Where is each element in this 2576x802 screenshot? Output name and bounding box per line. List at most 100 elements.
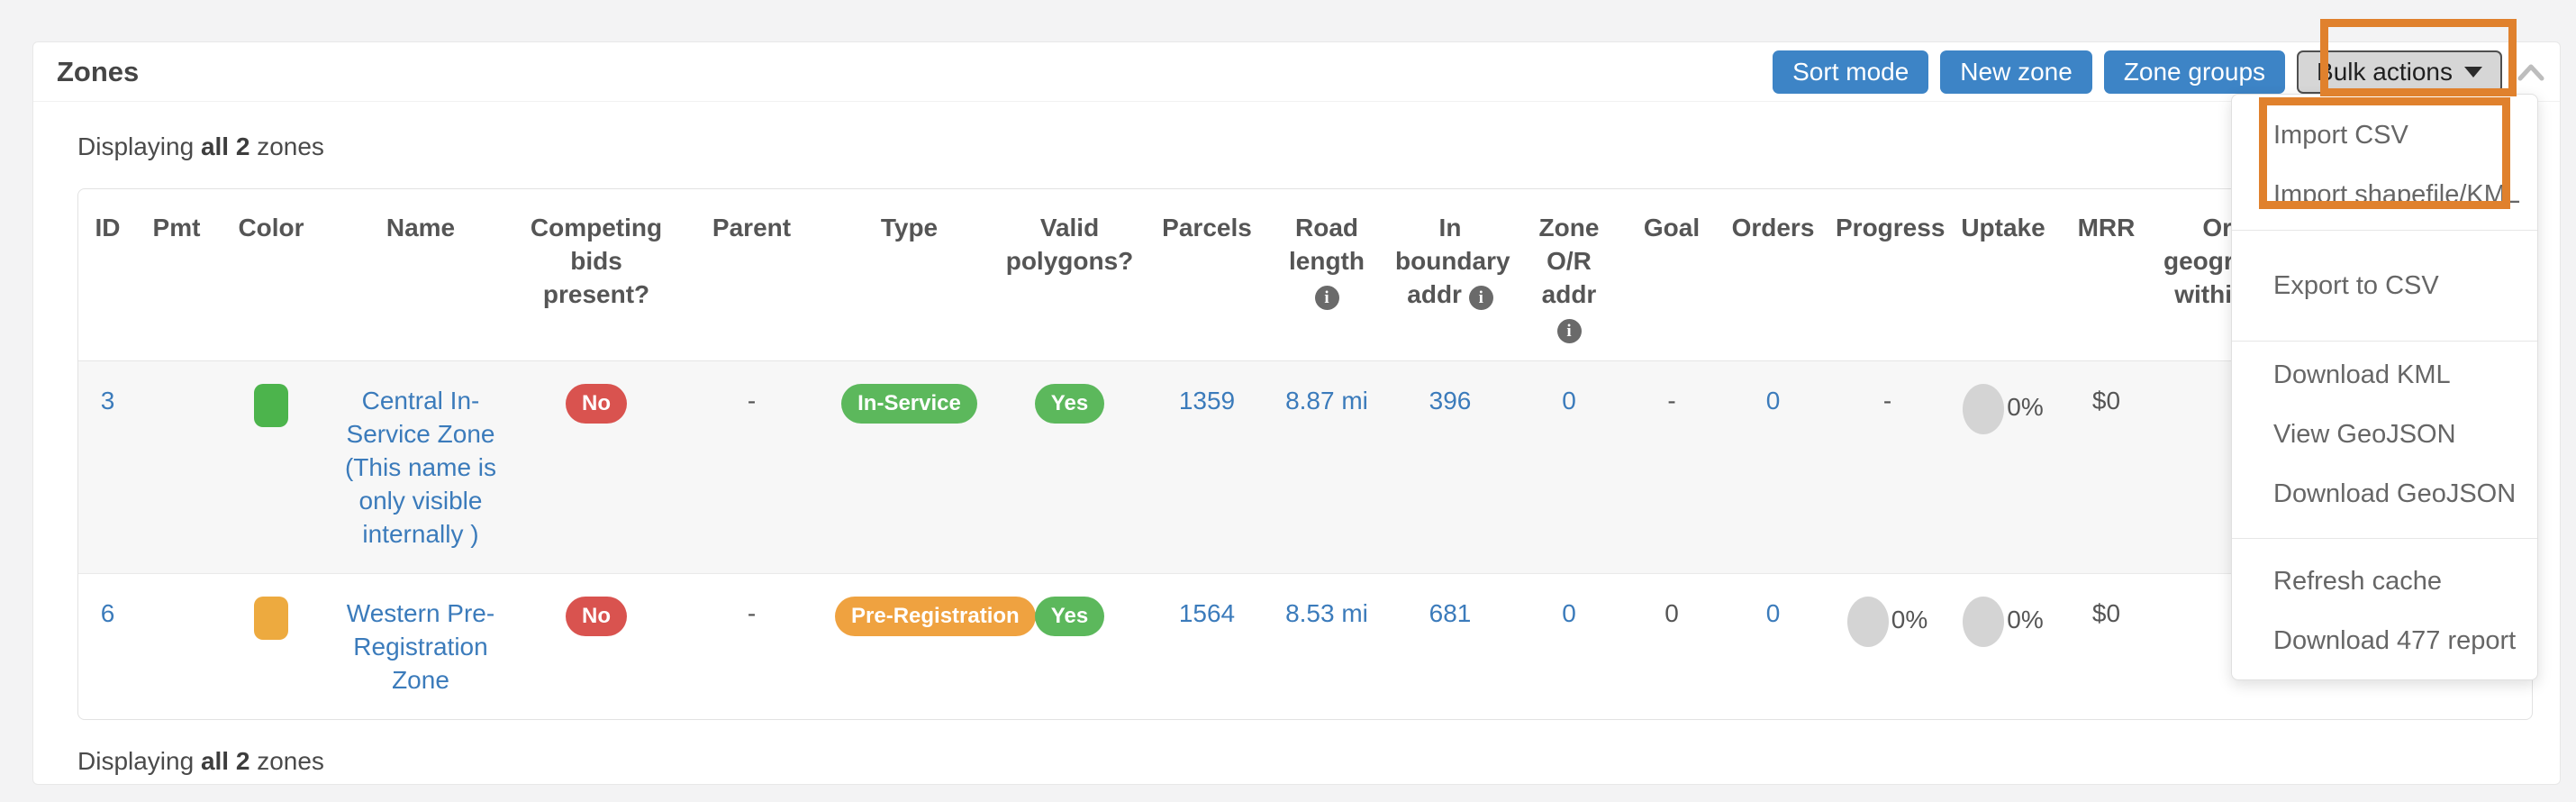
menu-item-import-shapefile-kml[interactable]: Import shapefile/KML bbox=[2273, 180, 2521, 209]
parent-value: - bbox=[747, 599, 757, 627]
new-zone-button[interactable]: New zone bbox=[1940, 50, 2092, 94]
menu-section: Export to CSV bbox=[2232, 230, 2537, 341]
info-icon: i bbox=[1314, 286, 1339, 310]
column-header-id: ID bbox=[78, 189, 137, 361]
type-badge: In-Service bbox=[841, 384, 977, 424]
zone-color-chip bbox=[254, 597, 288, 640]
menu-item-download-geojson[interactable]: Download GeoJSON bbox=[2273, 479, 2517, 508]
cell-valid-polygons: Yes bbox=[993, 574, 1147, 720]
progress-percent: 0% bbox=[1846, 597, 1927, 647]
name-link[interactable]: Western Pre-Registration Zone bbox=[346, 599, 495, 694]
cell-progress: - bbox=[1827, 361, 1948, 574]
collapse-panel-button[interactable] bbox=[2517, 62, 2544, 82]
column-header-uptake: Uptake bbox=[1948, 189, 2058, 361]
column-header-parcels: Parcels bbox=[1147, 189, 1267, 361]
column-header-road-length: Road length i bbox=[1267, 189, 1386, 361]
menu-item-refresh-cache[interactable]: Refresh cache bbox=[2273, 567, 2442, 596]
column-header-parent: Parent bbox=[677, 189, 826, 361]
cell-color bbox=[216, 361, 326, 574]
uptake-percent: 0% bbox=[1963, 384, 2044, 434]
column-header-valid-polygons: Valid polygons? bbox=[993, 189, 1147, 361]
cell-road-length: 8.87 mi bbox=[1267, 361, 1386, 574]
info-icon: i bbox=[1468, 286, 1493, 310]
name-link[interactable]: Central In-Service Zone (This name is on… bbox=[344, 387, 497, 548]
cell-pmt bbox=[137, 361, 216, 574]
menu-item-export-to-csv[interactable]: Export to CSV bbox=[2273, 271, 2439, 300]
info-icon: i bbox=[1556, 319, 1582, 343]
competing-bids-present-badge: No bbox=[566, 597, 627, 636]
parcels-link[interactable]: 1564 bbox=[1178, 599, 1236, 627]
valid-polygons-badge: Yes bbox=[1034, 384, 1105, 424]
summary-count: all 2 bbox=[200, 132, 250, 160]
sort-mode-button[interactable]: Sort mode bbox=[1773, 50, 1929, 94]
zone-groups-button[interactable]: Zone groups bbox=[2103, 50, 2286, 94]
cell-zone-or-addr: 0 bbox=[1514, 574, 1624, 720]
cell-parent: - bbox=[677, 574, 826, 720]
column-header-zone-or-addr: Zone O/R addr i bbox=[1514, 189, 1624, 361]
cell-competing-bids-present: No bbox=[515, 361, 677, 574]
valid-polygons-badge: Yes bbox=[1034, 597, 1105, 636]
table-header-row: ID Pmt Color Name Competing bids present? Paren… bbox=[78, 189, 2532, 361]
column-header-name: Name bbox=[326, 189, 515, 361]
menu-item-view-geojson[interactable]: View GeoJSON bbox=[2273, 420, 2456, 449]
competing-bids-present-badge: No bbox=[566, 384, 627, 424]
cell-valid-polygons: Yes bbox=[993, 361, 1147, 574]
menu-section: Download KML View GeoJSON Download GeoJSON bbox=[2232, 341, 2537, 538]
zone-color-chip bbox=[254, 384, 288, 427]
table-row: 6 Western Pre-Registration Zone No - Pre-Reg… bbox=[78, 573, 2532, 720]
cell-orders: 0 bbox=[1719, 574, 1827, 720]
menu-item-import-csv[interactable]: Import CSV bbox=[2273, 121, 2408, 150]
cell-in-boundary-addr: 681 bbox=[1386, 574, 1514, 720]
parcels-link[interactable]: 1359 bbox=[1178, 387, 1236, 415]
zone-or-addr-link[interactable]: 0 bbox=[1562, 387, 1576, 415]
cell-goal: 0 bbox=[1624, 574, 1719, 720]
bulk-actions-label: Bulk actions bbox=[2317, 57, 2453, 86]
in-boundary-addr-link[interactable]: 681 bbox=[1429, 599, 1472, 627]
cell-progress: 0% bbox=[1827, 574, 1948, 720]
orders-link[interactable]: 0 bbox=[1765, 599, 1781, 627]
cell-competing-bids-present: No bbox=[515, 574, 677, 720]
progress-value: - bbox=[1882, 387, 1892, 415]
column-header-competing-bids-present: Competing bids present? bbox=[515, 189, 677, 361]
progress-circle-icon bbox=[1846, 597, 1889, 647]
goal-value: - bbox=[1667, 387, 1676, 415]
summary-bottom: Displaying all 2 zones bbox=[77, 747, 2530, 776]
id-link[interactable]: 3 bbox=[100, 387, 115, 415]
id-link[interactable]: 6 bbox=[100, 599, 115, 627]
summary-top: Displaying all 2 zones bbox=[77, 132, 2530, 161]
progress-circle-icon bbox=[1963, 384, 2005, 434]
progress-circle-icon bbox=[1963, 597, 2005, 647]
uptake-percent: 0% bbox=[1963, 597, 2044, 647]
cell-orders: 0 bbox=[1719, 361, 1827, 574]
zone-or-addr-link[interactable]: 0 bbox=[1562, 599, 1576, 627]
column-header-progress: Progress bbox=[1827, 189, 1948, 361]
cell-parcels: 1564 bbox=[1147, 574, 1267, 720]
road-length-link[interactable]: 8.53 mi bbox=[1285, 599, 1368, 627]
summary-text: Displaying bbox=[77, 747, 201, 775]
orders-link[interactable]: 0 bbox=[1765, 387, 1781, 415]
page-title: Zones bbox=[57, 55, 140, 87]
summary-count: all 2 bbox=[200, 747, 250, 775]
cell-uptake: 0% bbox=[1948, 361, 2058, 574]
bulk-actions-button[interactable]: Bulk actions bbox=[2297, 50, 2502, 94]
zones-table: ID Pmt Color Name Competing bids present? Paren… bbox=[78, 189, 2532, 719]
in-boundary-addr-link[interactable]: 396 bbox=[1429, 387, 1472, 415]
card-header: Zones Sort mode New zone Zone groups Bulk … bbox=[33, 42, 2560, 102]
cell-type: Pre-Registration bbox=[826, 574, 1036, 720]
cell-color bbox=[216, 574, 326, 720]
cell-parcels: 1359 bbox=[1147, 361, 1267, 574]
column-header-pmt: Pmt bbox=[137, 189, 216, 361]
cell-in-boundary-addr: 396 bbox=[1386, 361, 1514, 574]
chevron-up-icon bbox=[2517, 64, 2544, 85]
road-length-link[interactable]: 8.87 mi bbox=[1285, 387, 1368, 415]
menu-item-download-kml[interactable]: Download KML bbox=[2273, 360, 2451, 389]
cell-parent: - bbox=[677, 361, 826, 574]
mrr-value: $0 bbox=[2091, 387, 2121, 415]
cell-mrr: $0 bbox=[2058, 361, 2154, 574]
column-header-type: Type bbox=[826, 189, 993, 361]
summary-text: zones bbox=[249, 132, 324, 160]
menu-item-download-477-report[interactable]: Download 477 report bbox=[2273, 626, 2517, 655]
cell-goal: - bbox=[1624, 361, 1719, 574]
cell-id: 3 bbox=[78, 361, 137, 574]
